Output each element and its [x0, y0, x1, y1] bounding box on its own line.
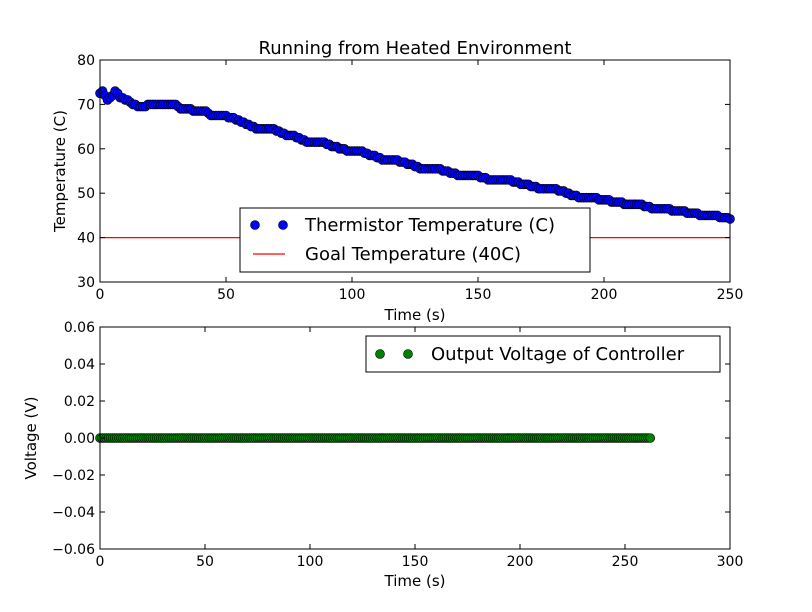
x-tick-label: 200 [507, 554, 534, 570]
y-axis-label: Temperature (C) [51, 110, 69, 233]
legend-label-voltage: Output Voltage of Controller [431, 344, 685, 365]
x-tick-label: 250 [612, 554, 639, 570]
x-axis-label: Time (s) [384, 306, 446, 324]
x-tick-label: 100 [339, 287, 366, 303]
x-tick-label: 50 [196, 554, 214, 570]
y-tick-label: 40 [77, 231, 95, 247]
legend-label-goal: Goal Temperature (40C) [305, 244, 521, 265]
voltage-marks [95, 433, 656, 443]
legend-marker-voltage [375, 349, 385, 359]
x-tick-label: 150 [402, 554, 429, 570]
y-axis-label: Voltage (V) [22, 397, 40, 480]
y-tick-label: 0.04 [64, 357, 95, 373]
legend-marker-thermistor [250, 220, 260, 230]
y-tick-label: −0.06 [52, 542, 95, 558]
legend-box [239, 207, 591, 273]
y-tick-label: 0.06 [64, 320, 95, 336]
y-tick-label: 50 [77, 186, 95, 202]
x-tick-label: 250 [717, 287, 744, 303]
y-tick-label: 60 [77, 142, 95, 158]
y-tick-label: 0.02 [64, 394, 95, 410]
temperature-ticks: 0 50 100 150 200 250 30 40 50 60 70 80 [77, 53, 743, 303]
legend-marker-thermistor [278, 220, 288, 230]
x-tick-label: 100 [297, 554, 324, 570]
legend: Thermistor Temperature (C) Goal Temperat… [239, 207, 591, 273]
x-tick-label: 150 [465, 287, 492, 303]
legend: Output Voltage of Controller [365, 335, 721, 373]
legend-marker-voltage [403, 349, 413, 359]
x-tick-label: 200 [591, 287, 618, 303]
x-axis-label: Time (s) [384, 572, 446, 590]
y-tick-label: 0.00 [64, 431, 95, 447]
voltage-ticks: 0 50 100 150 200 250 300 −0.06 −0.04 −0.02 0.00 0.0… [52, 320, 743, 570]
x-tick-label: 0 [96, 287, 105, 303]
legend-label-thermistor: Thermistor Temperature (C) [304, 215, 555, 236]
x-tick-label: 0 [96, 554, 105, 570]
y-tick-label: −0.04 [52, 505, 95, 521]
y-tick-label: 30 [77, 275, 95, 291]
y-tick-label: 80 [77, 53, 95, 69]
y-tick-label: 70 [77, 97, 95, 113]
x-tick-label: 300 [717, 554, 744, 570]
temperature-panel: Running from Heated Environment 0 50 100 15… [51, 38, 743, 324]
x-tick-label: 50 [217, 287, 235, 303]
plot-frame [99, 59, 731, 283]
voltage-panel: 0 50 100 150 200 250 300 −0.06 −0.04 −0.02 0.00 0.0… [22, 320, 743, 590]
legend-box [365, 335, 721, 373]
temperature-marks [95, 86, 735, 239]
chart-title: Running from Heated Environment [259, 38, 572, 59]
data-point-voltage [645, 433, 656, 443]
y-tick-label: −0.02 [52, 468, 95, 484]
